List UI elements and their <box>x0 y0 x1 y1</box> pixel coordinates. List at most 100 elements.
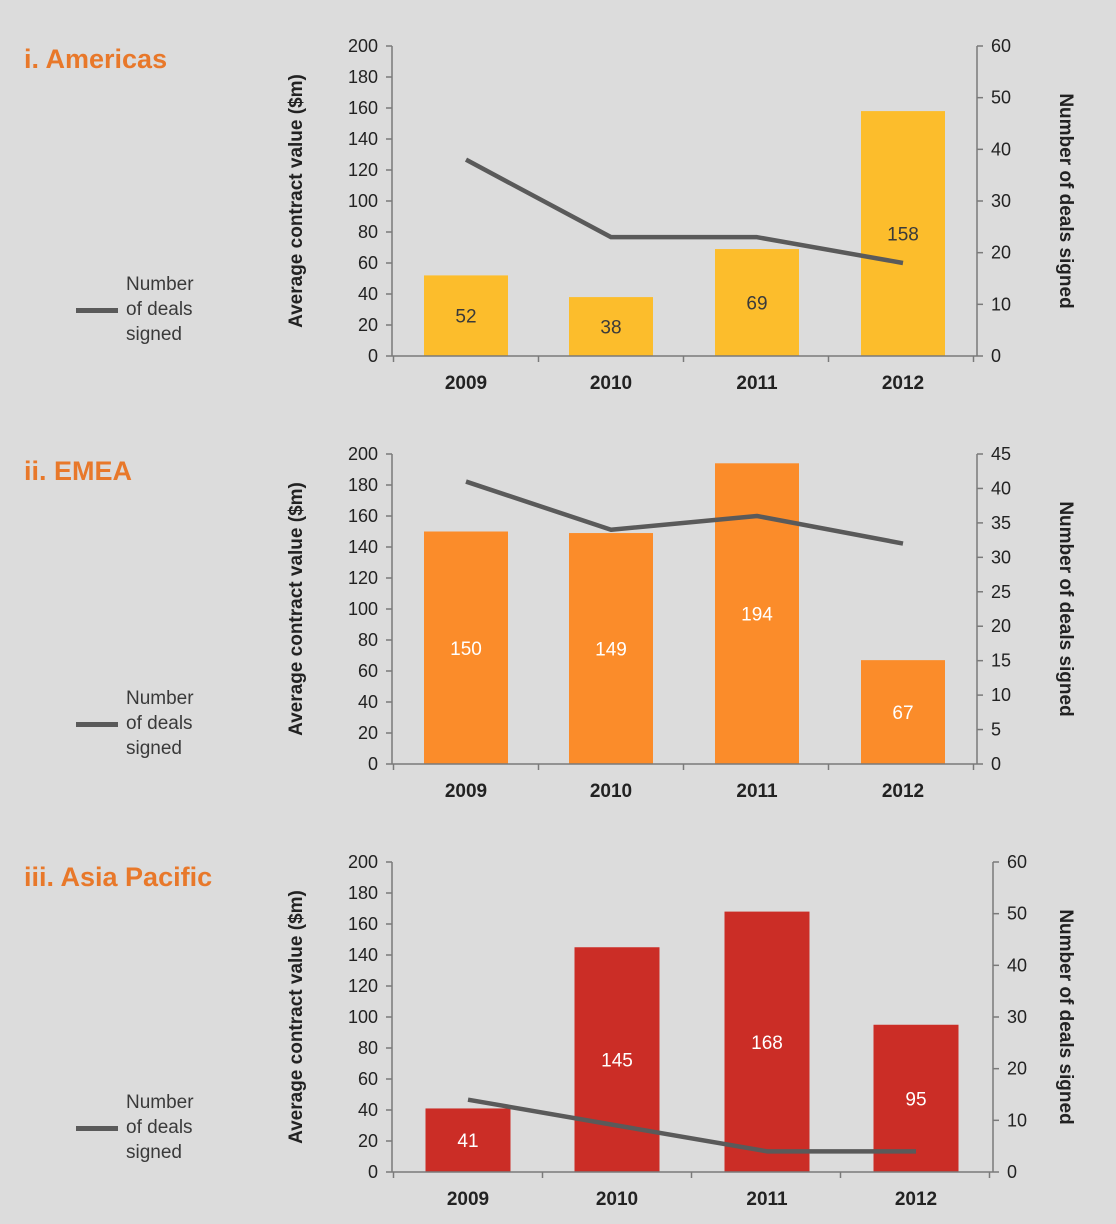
y-tick-label-right: 10 <box>991 685 1011 705</box>
y-tick-label-left: 20 <box>358 1131 378 1151</box>
y-tick-label-right: 20 <box>1007 1059 1027 1079</box>
y-tick-label-left: 140 <box>348 537 378 557</box>
y-tick-label-left: 120 <box>348 568 378 588</box>
y-tick-label-left: 160 <box>348 98 378 118</box>
bar <box>574 947 660 1172</box>
data-label: 41 <box>457 1131 478 1152</box>
bar <box>424 275 508 356</box>
series-line-deals-signed <box>465 479 904 546</box>
data-label: 52 <box>455 307 476 328</box>
x-tick-label: 2010 <box>596 1189 638 1210</box>
x-tick-label: 2009 <box>445 373 487 394</box>
legend-label-line-3: signed <box>126 324 182 345</box>
x-tick-label: 2012 <box>895 1189 937 1210</box>
y-tick-label-right: 10 <box>1007 1110 1027 1130</box>
legend-label-line-1: Number <box>126 688 194 709</box>
x-tick-label: 2009 <box>447 1189 489 1210</box>
y-tick-label-right: 25 <box>991 582 1011 602</box>
y-tick-label-left: 0 <box>368 1162 378 1182</box>
y-tick-label-right: 50 <box>991 88 1011 108</box>
chart-title: iii. Asia Pacific <box>24 862 213 892</box>
y-tick-label-right: 15 <box>991 651 1011 671</box>
legend-line-swatch <box>76 1126 118 1131</box>
y-axis-title-right: Number of deals signed <box>1055 501 1076 716</box>
data-label: 168 <box>751 1033 783 1054</box>
bar <box>724 911 810 1172</box>
y-tick-label-left: 140 <box>348 129 378 149</box>
x-tick-label: 2012 <box>882 781 924 802</box>
legend-label-line-2: of deals <box>126 713 193 734</box>
y-tick-label-left: 120 <box>348 160 378 180</box>
y-tick-label-left: 40 <box>358 1100 378 1120</box>
x-tick-label: 2010 <box>590 373 632 394</box>
legend-label-line-2: of deals <box>126 299 193 320</box>
legend: Number of deals signed <box>76 686 236 766</box>
y-axis-title-right: Number of deals signed <box>1055 93 1076 308</box>
data-label: 194 <box>741 605 773 626</box>
y-tick-label-left: 200 <box>348 444 378 464</box>
bar <box>569 297 653 356</box>
data-label: 149 <box>595 640 627 661</box>
y-axis-title-left: Average contract value ($m) <box>286 74 307 328</box>
legend-line-swatch <box>76 722 118 727</box>
y-axis-title-left: Average contract value ($m) <box>286 890 307 1144</box>
data-label: 150 <box>450 639 482 660</box>
y-axis-title-left: Average contract value ($m) <box>286 482 307 736</box>
y-tick-label-left: 40 <box>358 692 378 712</box>
x-tick-label: 2011 <box>746 1189 788 1210</box>
combo-chart-emea: 0 20 40 60 80 100 120 140 160 180 200 0 5 10 15 20 25 30 3… <box>286 444 1076 802</box>
y-tick-label-right: 50 <box>1007 904 1027 924</box>
x-tick-label: 2010 <box>590 781 632 802</box>
y-tick-label-left: 100 <box>348 599 378 619</box>
y-tick-label-right: 0 <box>1007 1162 1017 1182</box>
y-tick-label-left: 180 <box>348 475 378 495</box>
legend: Number of deals signed <box>76 272 236 352</box>
bar <box>425 1108 511 1172</box>
bar <box>861 660 945 764</box>
y-tick-label-right: 35 <box>991 513 1011 533</box>
y-tick-label-left: 80 <box>358 222 378 242</box>
legend-label: Number of deals signed <box>126 272 236 347</box>
y-tick-label-right: 10 <box>991 294 1011 314</box>
y-tick-label-left: 180 <box>348 883 378 903</box>
y-tick-label-left: 200 <box>348 36 378 56</box>
y-tick-label-left: 0 <box>368 754 378 774</box>
data-label: 38 <box>600 318 621 339</box>
data-label: 67 <box>892 703 913 724</box>
legend-label: Number of deals signed <box>126 686 236 761</box>
y-tick-label-right: 40 <box>1007 955 1027 975</box>
series-line-deals-signed <box>467 1097 916 1154</box>
y-tick-label-left: 20 <box>358 723 378 743</box>
legend-label-line-1: Number <box>126 274 194 295</box>
y-tick-label-left: 120 <box>348 976 378 996</box>
chart-title: i. Americas <box>24 44 168 74</box>
x-tick-label: 2011 <box>736 373 778 394</box>
bar <box>569 533 653 764</box>
y-tick-label-right: 30 <box>991 191 1011 211</box>
y-tick-label-left: 80 <box>358 1038 378 1058</box>
legend-label-line-2: of deals <box>126 1117 193 1138</box>
y-tick-label-left: 60 <box>358 253 378 273</box>
y-tick-label-right: 60 <box>1007 852 1027 872</box>
y-tick-label-left: 160 <box>348 914 378 934</box>
y-tick-label-left: 60 <box>358 661 378 681</box>
y-tick-label-left: 140 <box>348 945 378 965</box>
y-tick-label-left: 20 <box>358 315 378 335</box>
y-tick-label-left: 100 <box>348 1007 378 1027</box>
y-tick-label-right: 40 <box>991 139 1011 159</box>
data-label: 95 <box>905 1089 926 1110</box>
y-tick-label-left: 200 <box>348 852 378 872</box>
y-tick-label-right: 30 <box>1007 1007 1027 1027</box>
bar <box>861 111 945 356</box>
bar <box>873 1024 959 1172</box>
y-tick-label-left: 100 <box>348 191 378 211</box>
y-tick-label-right: 20 <box>991 616 1011 636</box>
y-tick-label-right: 5 <box>991 720 1001 740</box>
bar <box>715 463 799 764</box>
y-tick-label-left: 60 <box>358 1069 378 1089</box>
data-label: 145 <box>601 1051 633 1072</box>
y-tick-label-right: 0 <box>991 346 1001 366</box>
y-tick-label-left: 80 <box>358 630 378 650</box>
y-tick-label-left: 40 <box>358 284 378 304</box>
y-tick-label-right: 30 <box>991 547 1011 567</box>
